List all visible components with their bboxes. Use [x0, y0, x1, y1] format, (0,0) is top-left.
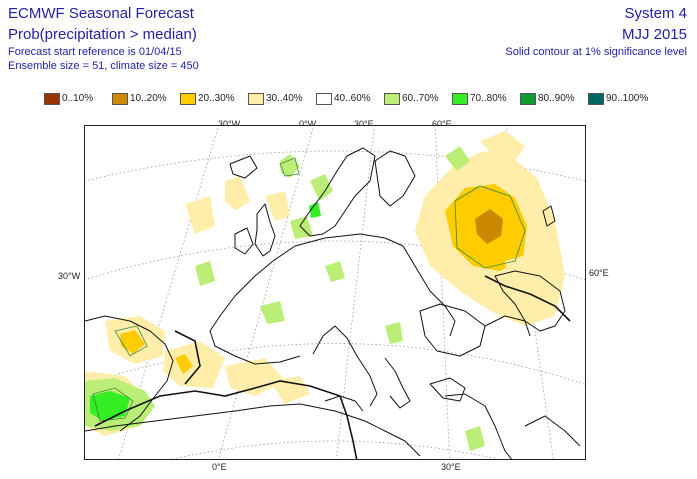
- country-borders: [94, 275, 571, 459]
- legend-label: 0..10%: [62, 93, 94, 104]
- map-title: ECMWF Seasonal Forecast: [8, 5, 194, 22]
- legend-label: 90..100%: [606, 93, 649, 104]
- legend-swatch: [180, 93, 196, 105]
- probability-shading: [85, 131, 565, 451]
- axis-label-left: 30°W: [58, 271, 81, 281]
- system-label: System 4: [624, 5, 687, 22]
- legend-label: 60..70%: [402, 93, 439, 104]
- legend-label: 30..40%: [266, 93, 303, 104]
- axis-label-top: 30°W: [218, 119, 241, 129]
- period-label: MJJ 2015: [621, 26, 687, 43]
- legend-swatch: [112, 93, 128, 105]
- legend-swatch: [44, 93, 60, 105]
- forecast-map: [84, 125, 586, 460]
- legend-label: 70..80%: [470, 93, 507, 104]
- axis-label-bottom: 0°E: [212, 462, 227, 472]
- legend-label: 40..60%: [334, 93, 371, 104]
- legend-swatch: [248, 93, 264, 105]
- legend-swatch: [316, 93, 332, 105]
- legend-label: 20..30%: [198, 93, 235, 104]
- axis-label-right: 60°E: [589, 268, 609, 278]
- axis-label-top: 60°E: [432, 119, 452, 129]
- legend-label: 10..20%: [130, 93, 167, 104]
- legend-swatch: [452, 93, 468, 105]
- coastlines: [85, 147, 581, 459]
- legend-swatch: [384, 93, 400, 105]
- legend-swatch: [520, 93, 536, 105]
- contour-note: Solid contour at 1% significance level: [505, 46, 687, 58]
- axis-label-top: 0°W: [299, 119, 317, 129]
- map-subtitle: Prob(precipitation > median): [8, 26, 197, 43]
- axis-label-top: 30°E: [354, 119, 374, 129]
- map-canvas: [85, 126, 585, 459]
- legend-label: 80..90%: [538, 93, 575, 104]
- ensemble-size-note: Ensemble size = 51, climate size = 450: [8, 60, 199, 72]
- axis-label-bottom: 30°E: [441, 462, 461, 472]
- forecast-start-reference: Forecast start reference is 01/04/15: [8, 46, 182, 58]
- legend-swatch: [588, 93, 604, 105]
